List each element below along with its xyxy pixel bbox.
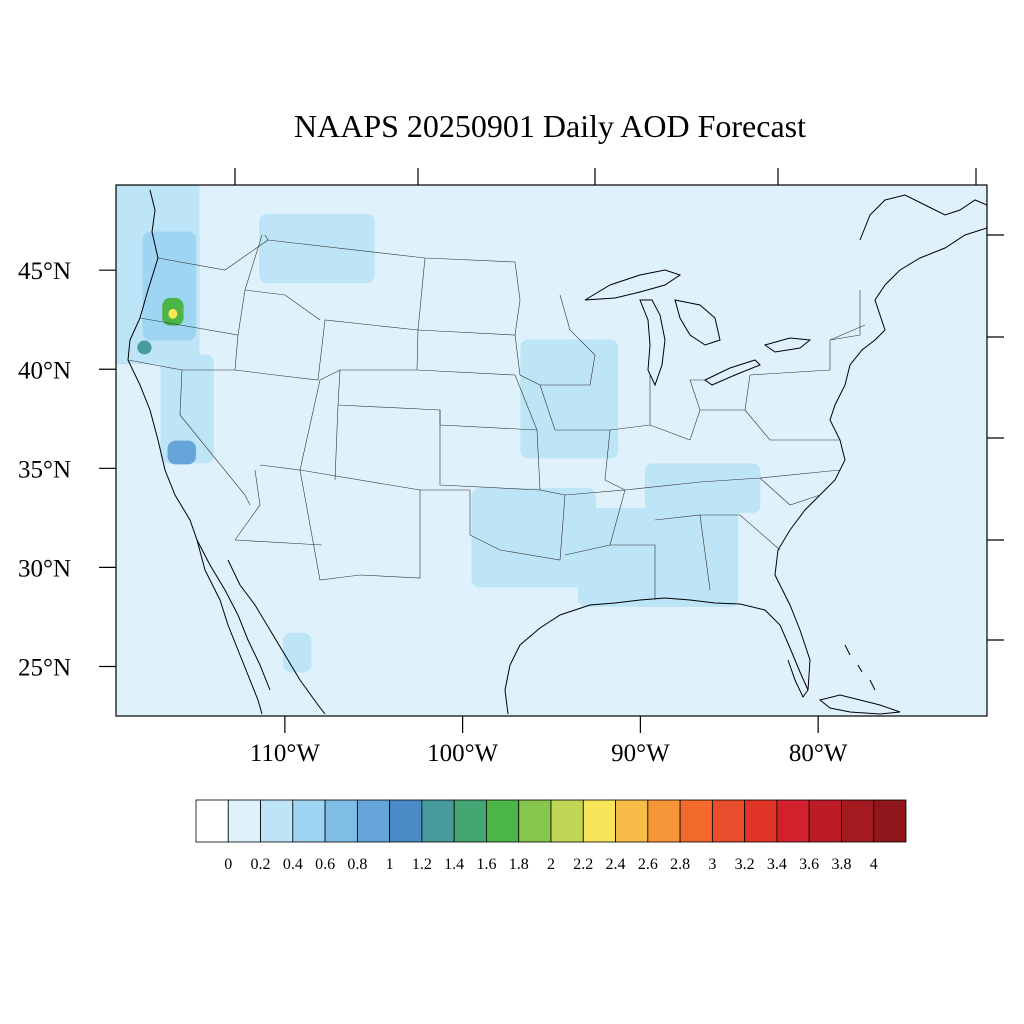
lon-tick-label: 100°W bbox=[427, 740, 498, 767]
colorbar-label: 2 bbox=[547, 856, 555, 873]
colorbar-swatch bbox=[841, 799, 875, 843]
baja-coast bbox=[196, 539, 271, 691]
lat-tick-label: 35°N bbox=[18, 456, 71, 483]
map-title: NAAPS 20250901 Daily AOD Forecast bbox=[294, 108, 806, 144]
colorbar-swatch bbox=[582, 799, 616, 843]
aod-region-sierra-nevada bbox=[160, 354, 214, 464]
aod-region-northern-california-spot bbox=[137, 340, 152, 355]
lat-tick-label: 25°N bbox=[18, 654, 71, 681]
colorbar-swatch bbox=[550, 799, 584, 843]
colorbar-swatch bbox=[227, 799, 261, 843]
lon-tick-label: 110°W bbox=[250, 740, 321, 767]
latitude-ticks: 45°N 40°N 35°N 30°N 25°N bbox=[18, 258, 116, 681]
colorbar: 0 0.2 0.4 0.6 0.8 1 1.2 1.4 1.6 1.8 2 2.2 2.4 2.6 2.8 3… bbox=[195, 799, 907, 873]
state-borders bbox=[127, 234, 866, 600]
colorbar-swatch bbox=[776, 799, 810, 843]
colorbar-swatch bbox=[195, 799, 229, 843]
lat-tick-label: 45°N bbox=[18, 258, 71, 285]
lake-erie bbox=[704, 359, 761, 386]
colorbar-label: 3 bbox=[708, 856, 716, 873]
lat-tick-label: 30°N bbox=[18, 555, 71, 582]
colorbar-swatch bbox=[324, 799, 358, 843]
lake-huron bbox=[674, 299, 721, 346]
colorbar-label: 2.2 bbox=[573, 856, 593, 873]
colorbar-swatch bbox=[292, 799, 326, 843]
colorbar-label: 1.4 bbox=[444, 856, 464, 873]
aod-region-oregon-peak bbox=[168, 308, 178, 319]
aod-region-southern-plains bbox=[471, 488, 596, 588]
longitude-ticks: 110°W 100°W 90°W 80°W bbox=[250, 716, 848, 767]
colorbar-label: 3.8 bbox=[831, 856, 851, 873]
colorbar-label: 1.6 bbox=[476, 856, 496, 873]
colorbar-label: 0 bbox=[224, 856, 232, 873]
aod-region-gulf-coast-south bbox=[578, 507, 739, 608]
map-frame bbox=[115, 184, 988, 717]
colorbar-label: 3.6 bbox=[799, 856, 819, 873]
colorbar-label: 1.2 bbox=[412, 856, 432, 873]
colorbar-label: 3.4 bbox=[767, 856, 787, 873]
colorbar-label: 0.4 bbox=[283, 856, 303, 873]
west-coastline bbox=[127, 189, 263, 715]
colorbar-label: 2.4 bbox=[606, 856, 626, 873]
colorbar-swatch bbox=[615, 799, 649, 843]
colorbar-swatch bbox=[356, 799, 391, 843]
aod-field bbox=[116, 185, 761, 673]
top-ticks bbox=[234, 168, 977, 185]
colorbar-label: 3.2 bbox=[735, 856, 755, 873]
lon-tick-label: 90°W bbox=[611, 740, 670, 767]
colorbar-swatch bbox=[518, 799, 552, 843]
lake-ontario bbox=[763, 337, 812, 353]
colorbar-label: 0.8 bbox=[347, 856, 367, 873]
colorbar-swatch bbox=[260, 799, 294, 843]
aod-region-southern-sierra-spot bbox=[167, 440, 196, 465]
lon-tick-label: 80°W bbox=[789, 740, 848, 767]
gulf-coastline bbox=[504, 597, 809, 715]
aod-region-northern-rockies bbox=[259, 213, 375, 284]
aod-region-baja-spot bbox=[283, 632, 312, 673]
lat-tick-label: 40°N bbox=[18, 357, 71, 384]
canada-shoreline bbox=[859, 194, 987, 241]
colorbar-label: 0.6 bbox=[315, 856, 335, 873]
colorbar-label: 0.2 bbox=[251, 856, 271, 873]
lake-superior bbox=[584, 269, 682, 301]
right-ticks bbox=[987, 234, 1004, 641]
colorbar-label: 1.8 bbox=[509, 856, 529, 873]
colorbar-label: 2.6 bbox=[638, 856, 658, 873]
cuba bbox=[818, 694, 901, 715]
aod-region-midwest-band bbox=[520, 339, 619, 459]
colorbar-label: 1 bbox=[386, 856, 394, 873]
colorbar-swatch bbox=[453, 799, 487, 843]
lake-michigan bbox=[639, 299, 666, 387]
colorbar-swatch bbox=[873, 799, 907, 843]
colorbar-swatch bbox=[679, 799, 713, 843]
colorbar-swatch bbox=[744, 799, 778, 843]
colorbar-swatch bbox=[808, 799, 842, 843]
colorbar-swatch bbox=[421, 799, 455, 843]
colorbar-swatch bbox=[486, 799, 520, 843]
colorbar-swatch bbox=[711, 799, 746, 843]
coastlines-and-borders bbox=[127, 189, 987, 715]
bahamas bbox=[844, 644, 876, 691]
mexico-west-coast bbox=[227, 559, 326, 715]
colorbar-swatch bbox=[389, 799, 423, 843]
colorbar-label: 2.8 bbox=[670, 856, 690, 873]
aod-region-tennessee-valley bbox=[644, 463, 761, 513]
colorbar-swatch bbox=[647, 799, 681, 843]
colorbar-label: 4 bbox=[870, 856, 878, 873]
atlantic-coastline bbox=[774, 227, 987, 691]
